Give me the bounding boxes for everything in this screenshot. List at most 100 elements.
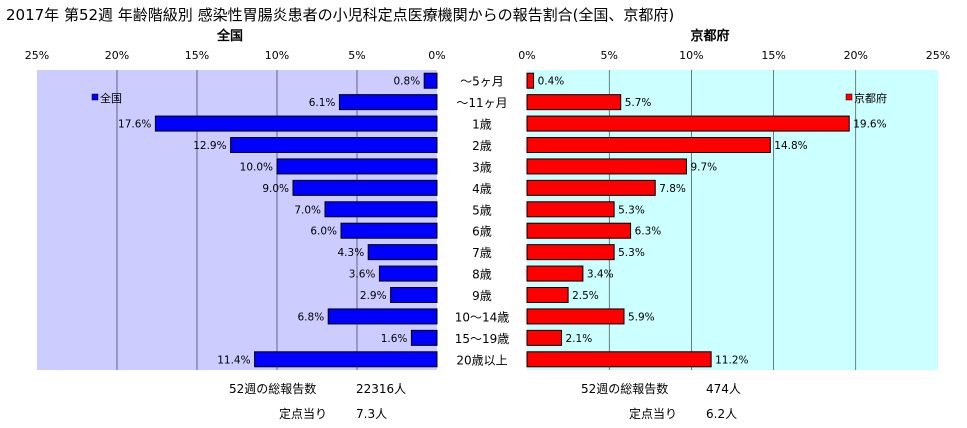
national-bar bbox=[410, 329, 438, 346]
kyoto-bar bbox=[526, 265, 584, 282]
kyoto-panel-title: 京都府 bbox=[690, 28, 729, 44]
national-tick-labels: 0% 5% 10% 15% 20% 25% bbox=[25, 49, 446, 62]
category-label: ～5ヶ月 bbox=[460, 75, 504, 89]
national-data-label: 3.6% bbox=[349, 269, 376, 281]
category-label: 3歳 bbox=[472, 160, 492, 174]
national-data-label: 1.6% bbox=[381, 333, 408, 345]
kyoto-panel: 0% 5% 10% 15% 20% 25% 0.4% 5.7% 19.6% 14.8% 9.7% 7… bbox=[518, 49, 950, 370]
national-tick-label: 0% bbox=[428, 49, 445, 62]
kyoto-bar bbox=[526, 115, 850, 132]
national-footer: 52週の総報告数 22316人 定点当り 7.3人 bbox=[229, 381, 406, 421]
kyoto-total-value: 474人 bbox=[706, 382, 741, 396]
national-data-label: 4.3% bbox=[338, 247, 365, 259]
chart-title: 2017年 第52週 年齢階級別 感染性胃腸炎患者の小児科定点医療機関からの報告… bbox=[6, 6, 674, 24]
national-tick-label: 5% bbox=[348, 49, 365, 62]
kyoto-tick-label: 10% bbox=[679, 49, 703, 62]
kyoto-per-value: 6.2人 bbox=[706, 407, 737, 421]
category-label: 4歳 bbox=[472, 182, 492, 196]
kyoto-bar bbox=[526, 287, 569, 303]
national-bar bbox=[378, 265, 438, 282]
national-bar bbox=[340, 222, 438, 239]
kyoto-per-label: 定点当り bbox=[629, 406, 677, 421]
kyoto-total-label: 52週の総報告数 bbox=[581, 381, 668, 396]
national-data-label: 6.1% bbox=[309, 97, 336, 109]
category-label: 2歳 bbox=[472, 139, 492, 153]
kyoto-data-label: 19.6% bbox=[853, 119, 886, 131]
national-legend: 全国 bbox=[91, 91, 122, 105]
national-bar bbox=[367, 244, 438, 261]
kyoto-tick-label: 0% bbox=[518, 49, 535, 62]
kyoto-data-label: 6.3% bbox=[635, 226, 662, 238]
kyoto-bar bbox=[526, 222, 632, 239]
kyoto-bar bbox=[526, 158, 687, 175]
kyoto-bars bbox=[526, 72, 850, 368]
kyoto-plot-area bbox=[527, 70, 938, 370]
kyoto-tick-label: 15% bbox=[761, 49, 785, 62]
national-bar bbox=[292, 179, 438, 196]
national-total-value: 22316人 bbox=[356, 382, 406, 396]
kyoto-tick-label: 20% bbox=[844, 49, 868, 62]
kyoto-bar bbox=[526, 137, 771, 153]
category-label: 8歳 bbox=[472, 268, 492, 282]
national-tick-label: 20% bbox=[105, 49, 129, 62]
national-bar bbox=[338, 94, 438, 111]
national-legend-label: 全国 bbox=[100, 91, 122, 105]
kyoto-tick-label: 25% bbox=[926, 49, 950, 62]
category-label: 7歳 bbox=[472, 246, 492, 260]
national-legend-swatch bbox=[91, 93, 99, 101]
kyoto-data-label: 5.3% bbox=[618, 204, 645, 216]
national-plot-area bbox=[37, 70, 437, 370]
category-label: ～11ヶ月 bbox=[456, 96, 507, 110]
category-label: 20歳以上 bbox=[456, 353, 507, 367]
category-label: 9歳 bbox=[472, 289, 492, 303]
national-per-label: 定点当り bbox=[279, 406, 327, 421]
national-data-labels: 0.8% 6.1% 17.6% 12.9% 10.0% 9.0% 7.0% 6.0%4.3% 3… bbox=[118, 76, 420, 367]
kyoto-legend: 京都府 bbox=[845, 91, 887, 105]
category-label: 5歳 bbox=[472, 203, 492, 217]
national-bars bbox=[154, 72, 438, 368]
national-per-value: 7.3人 bbox=[356, 407, 387, 421]
national-tick-label: 15% bbox=[185, 49, 209, 62]
national-bar bbox=[327, 308, 438, 325]
kyoto-data-label: 11.2% bbox=[715, 354, 748, 366]
kyoto-data-label: 7.8% bbox=[659, 183, 686, 195]
national-bar bbox=[324, 201, 438, 218]
kyoto-data-labels: 0.4% 5.7% 19.6% 14.8% 9.7% 7.8% 5.3% 6.3% 5.3% 3.… bbox=[538, 76, 887, 367]
national-bar bbox=[423, 72, 438, 89]
national-data-label: 6.0% bbox=[310, 226, 337, 238]
national-data-label: 12.9% bbox=[193, 140, 226, 152]
kyoto-data-label: 9.7% bbox=[690, 161, 717, 173]
category-label: 1歳 bbox=[472, 118, 492, 132]
national-bar bbox=[154, 115, 438, 132]
kyoto-footer: 52週の総報告数 474人 定点当り 6.2人 bbox=[581, 381, 741, 421]
national-bar bbox=[276, 158, 438, 175]
kyoto-data-label: 5.7% bbox=[625, 97, 652, 109]
national-panel: 0% 5% 10% 15% 20% 25% 0.8% 6.1% 17.6% 12.9% 10.0%… bbox=[25, 49, 446, 370]
kyoto-tick-label: 5% bbox=[600, 49, 617, 62]
kyoto-tick-labels: 0% 5% 10% 15% 20% 25% bbox=[518, 49, 950, 62]
national-panel-title: 全国 bbox=[216, 28, 243, 44]
kyoto-legend-swatch bbox=[845, 93, 853, 101]
kyoto-bar bbox=[526, 351, 712, 368]
kyoto-bar bbox=[526, 201, 615, 218]
kyoto-bar bbox=[526, 94, 622, 111]
category-label: 10～14歳 bbox=[455, 310, 510, 324]
national-tick-label: 10% bbox=[265, 49, 289, 62]
category-label: 6歳 bbox=[472, 225, 492, 239]
national-bar bbox=[390, 287, 438, 303]
national-data-label: 11.4% bbox=[217, 354, 250, 366]
national-total-label: 52週の総報告数 bbox=[229, 381, 316, 396]
national-data-label: 6.8% bbox=[298, 311, 325, 323]
national-data-label: 0.8% bbox=[394, 76, 421, 88]
kyoto-bar bbox=[526, 308, 625, 325]
national-data-label: 7.0% bbox=[294, 204, 321, 216]
kyoto-bar bbox=[526, 72, 535, 89]
kyoto-bar bbox=[526, 329, 563, 346]
kyoto-legend-label: 京都府 bbox=[854, 91, 887, 105]
kyoto-data-label: 5.9% bbox=[628, 311, 655, 323]
national-data-label: 2.9% bbox=[360, 290, 387, 302]
category-label: 15～19歳 bbox=[455, 332, 510, 346]
kyoto-data-label: 2.5% bbox=[572, 290, 599, 302]
kyoto-data-label: 3.4% bbox=[587, 269, 614, 281]
